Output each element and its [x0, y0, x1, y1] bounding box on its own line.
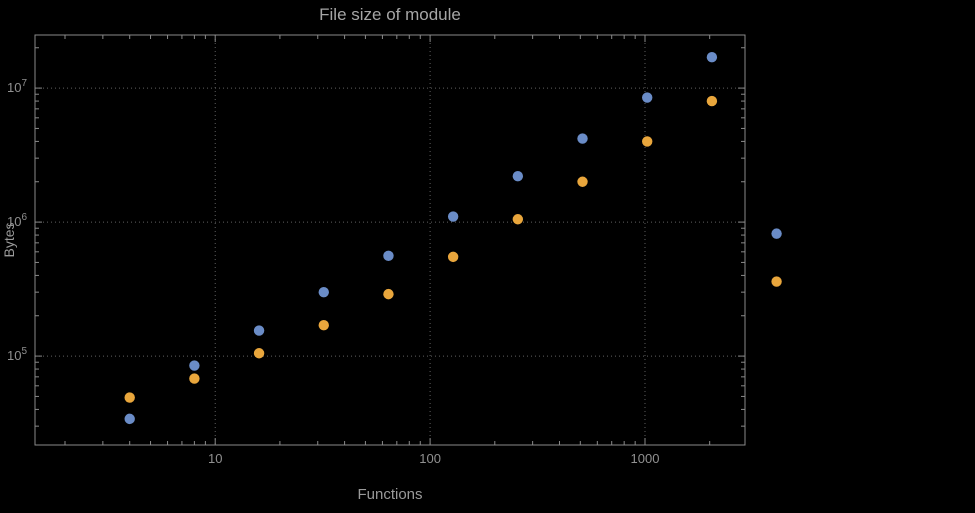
data-point-series-1-blue [189, 360, 200, 371]
x-tick-label: 10 [208, 451, 222, 466]
chart-title: File size of module [319, 5, 461, 24]
data-point-series-1-blue [642, 92, 653, 103]
data-point-series-2-orange [642, 136, 653, 147]
data-point-series-1-blue [706, 52, 718, 63]
data-point-series-2-orange [771, 276, 782, 287]
data-point-series-1-blue [253, 325, 265, 336]
data-point-series-1-blue [447, 211, 459, 222]
x-tick-label: 100 [419, 451, 441, 466]
data-point-series-2-orange [124, 392, 135, 403]
data-point-series-2-orange [577, 176, 588, 187]
data-point-series-2-orange [512, 214, 524, 225]
data-point-series-2-orange [189, 373, 200, 384]
plot-frame [34, 34, 746, 446]
data-point-series-1-blue [577, 133, 588, 144]
data-point-series-1-blue [124, 413, 135, 425]
y-tick-label: 105 [7, 346, 27, 363]
x-axis-label: Functions [357, 486, 423, 503]
data-point-series-2-orange [706, 95, 718, 107]
data-point-series-2-orange [447, 251, 459, 263]
data-point-series-1-blue [383, 250, 394, 262]
x-tick-label: 1000 [631, 451, 660, 466]
data-point-series-2-orange [253, 348, 265, 359]
y-tick-label: 107 [7, 78, 27, 95]
data-point-series-1-blue [771, 228, 782, 239]
data-point-series-1-blue [318, 286, 329, 298]
data-point-series-1-blue [512, 171, 524, 182]
y-tick-label: 106 [7, 212, 27, 229]
data-point-series-2-orange [318, 320, 329, 331]
data-point-series-2-orange [383, 288, 394, 300]
